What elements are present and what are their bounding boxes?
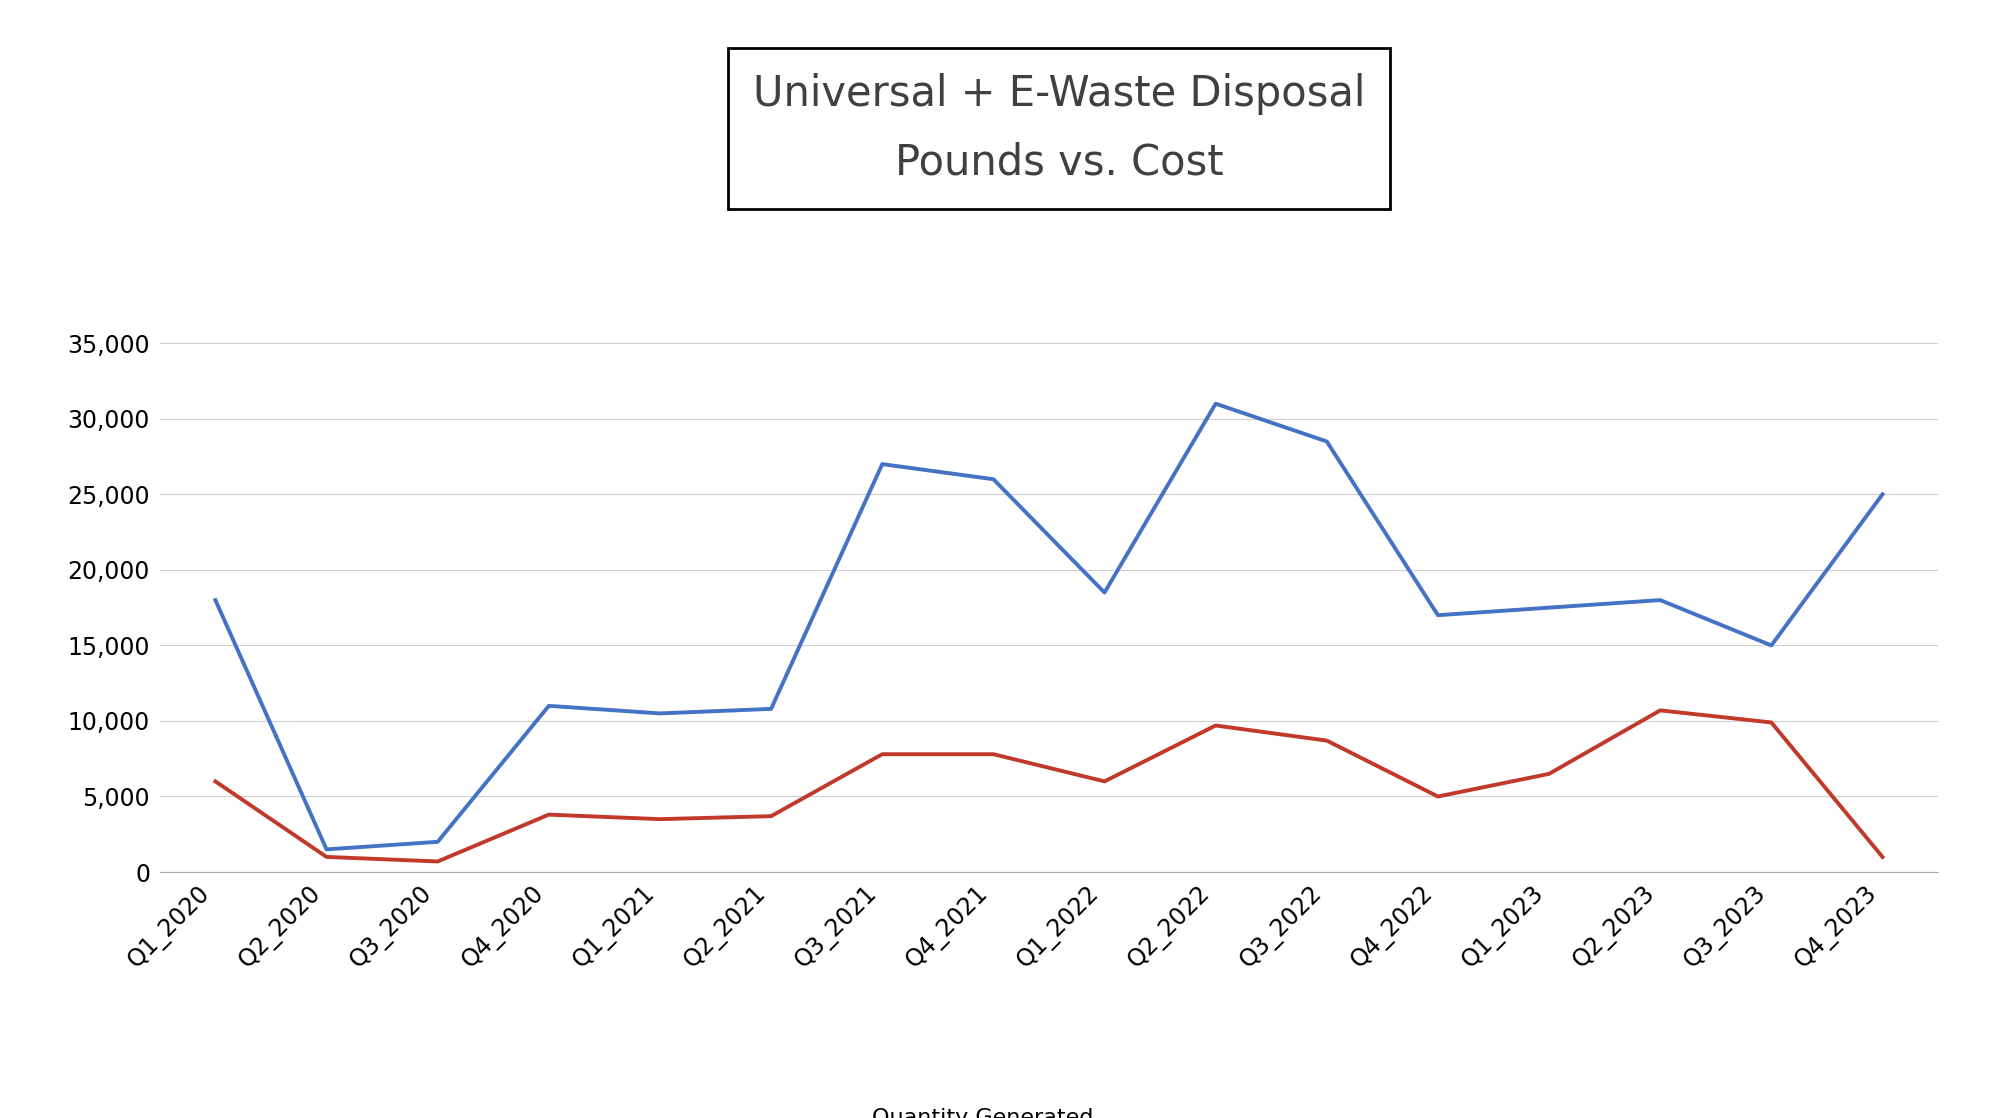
Cost ($) xyxy=(1760,716,1784,729)
Quantity Generated
(lbs) xyxy=(981,473,1005,486)
Quantity Generated
(lbs) xyxy=(1648,594,1672,607)
Cost ($) xyxy=(1870,850,1894,863)
Quantity Generated
(lbs) xyxy=(314,843,338,856)
Cost ($) xyxy=(647,813,671,826)
Cost ($) xyxy=(1648,703,1672,717)
Quantity Generated
(lbs) xyxy=(1760,638,1784,652)
Cost ($) xyxy=(204,775,228,788)
Quantity Generated
(lbs) xyxy=(871,457,895,471)
Quantity Generated
(lbs) xyxy=(1536,601,1560,615)
Quantity Generated
(lbs) xyxy=(1870,487,1894,501)
Cost ($) xyxy=(314,850,338,863)
Cost ($) xyxy=(537,808,561,822)
Quantity Generated
(lbs) xyxy=(537,699,561,712)
Text: Universal + E-Waste Disposal
Pounds vs. Cost: Universal + E-Waste Disposal Pounds vs. … xyxy=(753,74,1365,183)
Cost ($) xyxy=(1427,789,1451,803)
Legend: Quantity Generated
(lbs), Cost ($): Quantity Generated (lbs), Cost ($) xyxy=(787,1108,1311,1118)
Quantity Generated
(lbs) xyxy=(647,707,671,720)
Line: Cost ($): Cost ($) xyxy=(216,710,1882,862)
Quantity Generated
(lbs) xyxy=(759,702,783,716)
Cost ($) xyxy=(1315,733,1339,747)
Quantity Generated
(lbs) xyxy=(426,835,450,849)
Quantity Generated
(lbs) xyxy=(1427,608,1451,622)
Quantity Generated
(lbs) xyxy=(1093,586,1117,599)
Cost ($) xyxy=(981,748,1005,761)
Line: Quantity Generated
(lbs): Quantity Generated (lbs) xyxy=(216,404,1882,850)
Cost ($) xyxy=(426,855,450,869)
Cost ($) xyxy=(1536,767,1560,780)
Quantity Generated
(lbs) xyxy=(204,594,228,607)
Cost ($) xyxy=(871,748,895,761)
Quantity Generated
(lbs) xyxy=(1315,435,1339,448)
Cost ($) xyxy=(1093,775,1117,788)
Quantity Generated
(lbs) xyxy=(1203,397,1227,410)
Cost ($) xyxy=(1203,719,1227,732)
Cost ($) xyxy=(759,809,783,823)
